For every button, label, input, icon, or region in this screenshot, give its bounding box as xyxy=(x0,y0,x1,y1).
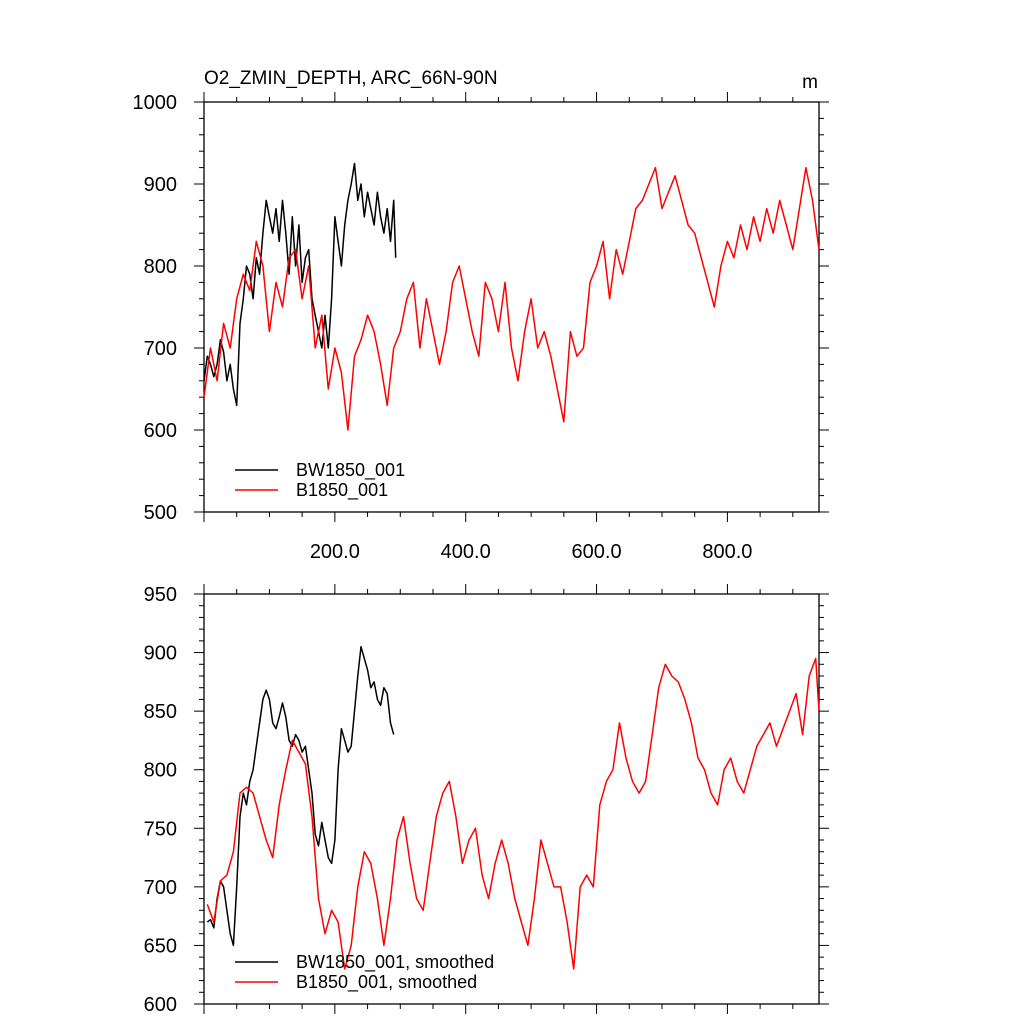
bottom-axes: 600 650 700 750 800 850 900 950 xyxy=(144,584,829,1016)
y-tick-label: 650 xyxy=(144,935,177,957)
series-line-1 xyxy=(203,166,820,431)
y-tick-label: 800 xyxy=(144,760,177,782)
x-tick-label: 600.0 xyxy=(572,541,622,563)
y-tick-label: 700 xyxy=(144,338,177,360)
y-tick-label: 900 xyxy=(144,174,177,196)
unit-label: m xyxy=(802,72,818,93)
x-tick-label: 800.0 xyxy=(702,541,752,563)
y-tick-label: 600 xyxy=(144,994,177,1016)
x-tick-label: 400.0 xyxy=(441,541,491,563)
series-line-0 xyxy=(203,162,397,407)
legend-label: B1850_001 xyxy=(296,480,388,501)
top-series-lines xyxy=(203,162,820,431)
y-tick-label: 850 xyxy=(144,701,177,723)
y-tick-label: 750 xyxy=(144,818,177,840)
legend-label: BW1850_001, smoothed xyxy=(296,952,494,973)
y-tick-label: 1000 xyxy=(133,92,178,114)
plot-frame xyxy=(203,593,820,1005)
series-line-0 xyxy=(206,645,395,947)
top-chart-panel: O2_ZMIN_DEPTH, ARC_66N-90N m 500 600 700 80… xyxy=(133,68,829,563)
y-tick-label: 800 xyxy=(144,256,177,278)
top-axes: 500 600 700 800 900 1000 200.0 400.0 600.0 800.0 xyxy=(133,92,829,563)
x-tick-label: 200.0 xyxy=(310,541,360,563)
bottom-series-lines xyxy=(206,645,820,970)
chart-title: O2_ZMIN_DEPTH, ARC_66N-90N xyxy=(204,68,498,89)
y-tick-label: 500 xyxy=(144,502,177,524)
bottom-chart-panel: 600 650 700 750 800 850 900 950 BW1850_001, smo… xyxy=(144,584,829,1016)
y-tick-label: 900 xyxy=(144,643,177,665)
y-tick-label: 600 xyxy=(144,420,177,442)
y-tick-label: 700 xyxy=(144,877,177,899)
legend-label: B1850_001, smoothed xyxy=(296,972,477,993)
y-tick-label: 950 xyxy=(144,584,177,606)
plot-frame xyxy=(203,101,820,513)
legend-label: BW1850_001 xyxy=(296,460,405,481)
series-line-1 xyxy=(206,657,820,970)
